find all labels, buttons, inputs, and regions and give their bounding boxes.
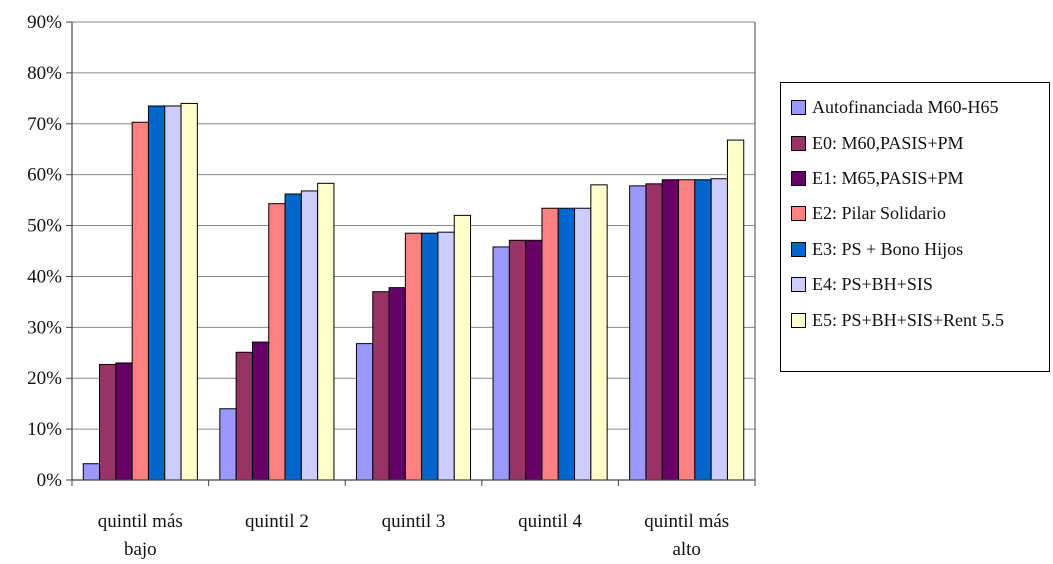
y-tick-label: 40% <box>27 266 62 287</box>
bar <box>147 105 166 481</box>
y-tick-label: 0% <box>37 470 63 491</box>
y-tick-label: 90% <box>27 12 62 33</box>
bar <box>590 184 608 481</box>
y-tick-label: 70% <box>27 114 62 135</box>
legend-swatch <box>791 135 806 151</box>
legend-label: E2: Pilar Solidario <box>812 203 946 224</box>
bar <box>82 463 101 481</box>
x-category-label: quintil 2 <box>245 511 309 532</box>
bar <box>355 343 374 481</box>
legend: Autofinanciada M60-H65 E0: M60,PASIS+PM E1… <box>780 82 1050 372</box>
bar <box>388 287 406 481</box>
legend-swatch <box>791 312 806 328</box>
x-category-label: quintil 3 <box>382 511 446 532</box>
legend-item: E3: PS + Bono Hijos <box>791 232 1049 267</box>
bar <box>629 185 647 481</box>
bar <box>678 179 696 481</box>
x-category-label: quintil 4 <box>518 511 582 532</box>
axes <box>71 22 756 486</box>
legend-label: E4: PS+BH+SIS <box>812 274 933 295</box>
bar <box>131 121 149 481</box>
legend-swatch <box>791 206 806 222</box>
legend-item: Autofinanciada M60-H65 <box>791 90 1049 125</box>
x-category-label: quintil más bajo <box>98 511 183 560</box>
y-tick-label: 30% <box>27 317 62 338</box>
bar <box>180 102 198 481</box>
bar <box>164 105 182 481</box>
x-category-label: quintil más alto <box>644 511 729 560</box>
legend-label: E3: PS + Bono Hijos <box>812 238 964 259</box>
legend-item: E2: Pilar Solidario <box>791 196 1049 231</box>
bar <box>300 190 319 481</box>
x-category-label-line: quintil más <box>98 511 183 532</box>
bar <box>453 214 472 481</box>
bar <box>492 246 510 481</box>
bar <box>710 178 728 481</box>
bar <box>557 207 576 481</box>
x-category-label-line: bajo <box>124 539 157 560</box>
y-tick-label: 20% <box>27 368 62 389</box>
y-tick-label: 10% <box>27 419 62 440</box>
bars <box>82 102 745 481</box>
legend-item: E1: M65,PASIS+PM <box>791 161 1049 196</box>
bar <box>115 362 133 481</box>
x-category-label-line: quintil más <box>644 511 729 532</box>
legend-swatch <box>791 170 806 186</box>
legend-label: E0: M60,PASIS+PM <box>812 132 964 153</box>
bar <box>726 139 745 481</box>
bar <box>508 239 527 481</box>
bar <box>694 179 712 481</box>
bar <box>574 207 592 481</box>
legend-item: E4: PS+BH+SIS <box>791 267 1049 302</box>
y-tick-label: 50% <box>27 216 62 237</box>
legend-swatch <box>791 100 806 116</box>
legend-item: E5: PS+BH+SIS+Rent 5.5 <box>791 302 1049 337</box>
bar <box>541 207 559 481</box>
y-axis-tick-labels: 0% 10% 20% 30% 40% 50% 60% 70% 80% 90% <box>27 12 62 491</box>
bar <box>219 408 237 481</box>
legend-item: E0: M60,PASIS+PM <box>791 125 1049 160</box>
bar <box>661 179 680 481</box>
bar <box>404 232 423 481</box>
y-tick-label: 60% <box>27 165 62 186</box>
legend-swatch <box>791 277 806 293</box>
x-category-label-line: quintil 2 <box>245 511 309 532</box>
bar <box>235 351 253 481</box>
legend-label: Autofinanciada M60-H65 <box>812 97 999 118</box>
bar <box>251 341 270 481</box>
legend-label: E1: M65,PASIS+PM <box>812 167 964 188</box>
legend-swatch <box>791 241 806 257</box>
bar <box>437 231 455 481</box>
bar <box>421 232 439 481</box>
bar <box>317 182 335 481</box>
x-category-label-line: quintil 4 <box>518 511 582 532</box>
y-tick-label: 80% <box>27 63 62 84</box>
bar <box>525 239 543 481</box>
bar <box>372 291 390 481</box>
x-category-label-line: quintil 3 <box>382 511 446 532</box>
bar <box>284 193 302 481</box>
bar <box>99 363 117 481</box>
bar <box>268 203 286 481</box>
legend-label: E5: PS+BH+SIS+Rent 5.5 <box>812 309 1004 330</box>
x-category-label-line: alto <box>672 539 701 560</box>
bar <box>645 183 663 481</box>
x-axis-category-labels: quintil más bajo quintil 2 quintil 3 quintil… <box>98 511 729 560</box>
